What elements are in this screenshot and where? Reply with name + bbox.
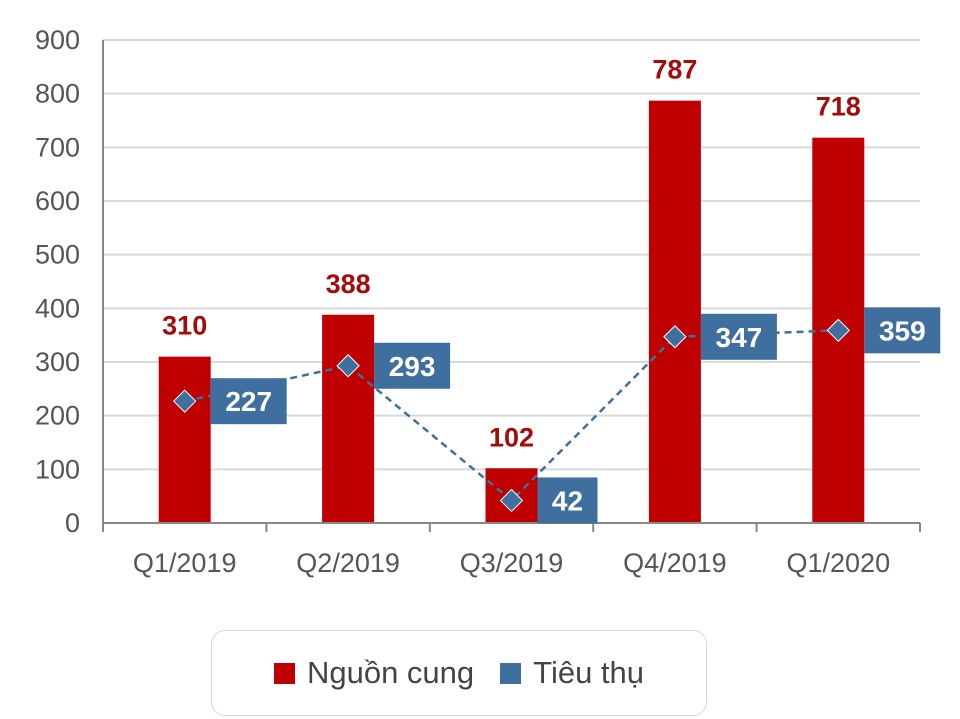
- line-value-label: 293: [389, 351, 436, 382]
- y-tick-label: 600: [35, 186, 80, 216]
- legend-item-supply: Nguồn cung: [273, 655, 475, 691]
- bar-value-label: 787: [652, 55, 697, 85]
- line-marker: [336, 354, 360, 378]
- line-marker: [499, 488, 524, 513]
- y-tick-label: 700: [35, 132, 80, 162]
- line-label-box: [700, 313, 777, 360]
- line-label-box: [210, 378, 287, 425]
- data-labels: 310 388 102 787 718 227 293 42 347 359: [162, 55, 941, 524]
- x-tick-label: Q1/2020: [787, 548, 891, 578]
- y-tick-label: 400: [35, 293, 80, 323]
- line-value-label: 347: [716, 322, 763, 353]
- line-value-label: 227: [225, 386, 272, 417]
- axes: 0 100 200 300 400 500 600 700 800 900 Q1/2019 Q2/20…: [35, 25, 921, 578]
- y-tick-label: 0: [65, 508, 80, 538]
- legend-label-supply: Nguồn cung: [306, 655, 475, 690]
- chart: 0 100 200 300 400 500 600 700 800 900 Q1/2019 Q2/20…: [35, 25, 941, 578]
- line-marker: [663, 325, 687, 349]
- x-tick-label: Q2/2019: [296, 548, 400, 578]
- bar-series: [158, 100, 865, 523]
- x-tick-label: Q3/2019: [460, 548, 564, 578]
- line-label-box: [374, 342, 451, 389]
- bar-value-label: 388: [326, 269, 371, 299]
- line-value-label: 359: [879, 315, 926, 346]
- line-marker: [172, 389, 197, 413]
- legend-item-consumption: Tiêu thụ: [500, 655, 644, 691]
- line-label-box: [537, 477, 598, 524]
- bar-value-label: 102: [489, 422, 534, 452]
- bar: [648, 100, 701, 523]
- x-tick-label: Q4/2019: [623, 548, 727, 578]
- line-value-label: 42: [552, 485, 583, 516]
- legend-swatch-consumption: [500, 662, 522, 684]
- legend-label-consumption: Tiêu thụ: [533, 655, 645, 690]
- y-tick-label: 300: [35, 347, 80, 377]
- y-tick-label: 500: [35, 240, 80, 270]
- legend: Nguồn cung Tiêu thụ: [211, 630, 707, 716]
- line-marker: [826, 318, 851, 343]
- y-tick-label: 200: [35, 401, 80, 431]
- bar-value-label: 718: [816, 92, 861, 122]
- legend-swatch-supply: [273, 662, 295, 684]
- bar: [322, 314, 375, 523]
- x-tick-label: Q1/2019: [133, 548, 237, 578]
- bar: [158, 356, 211, 523]
- y-tick-label: 800: [35, 79, 80, 109]
- y-tick-label: 900: [35, 25, 80, 55]
- line-label-box: [864, 307, 941, 354]
- bar-value-label: 310: [162, 311, 207, 341]
- y-tick-label: 100: [35, 454, 80, 484]
